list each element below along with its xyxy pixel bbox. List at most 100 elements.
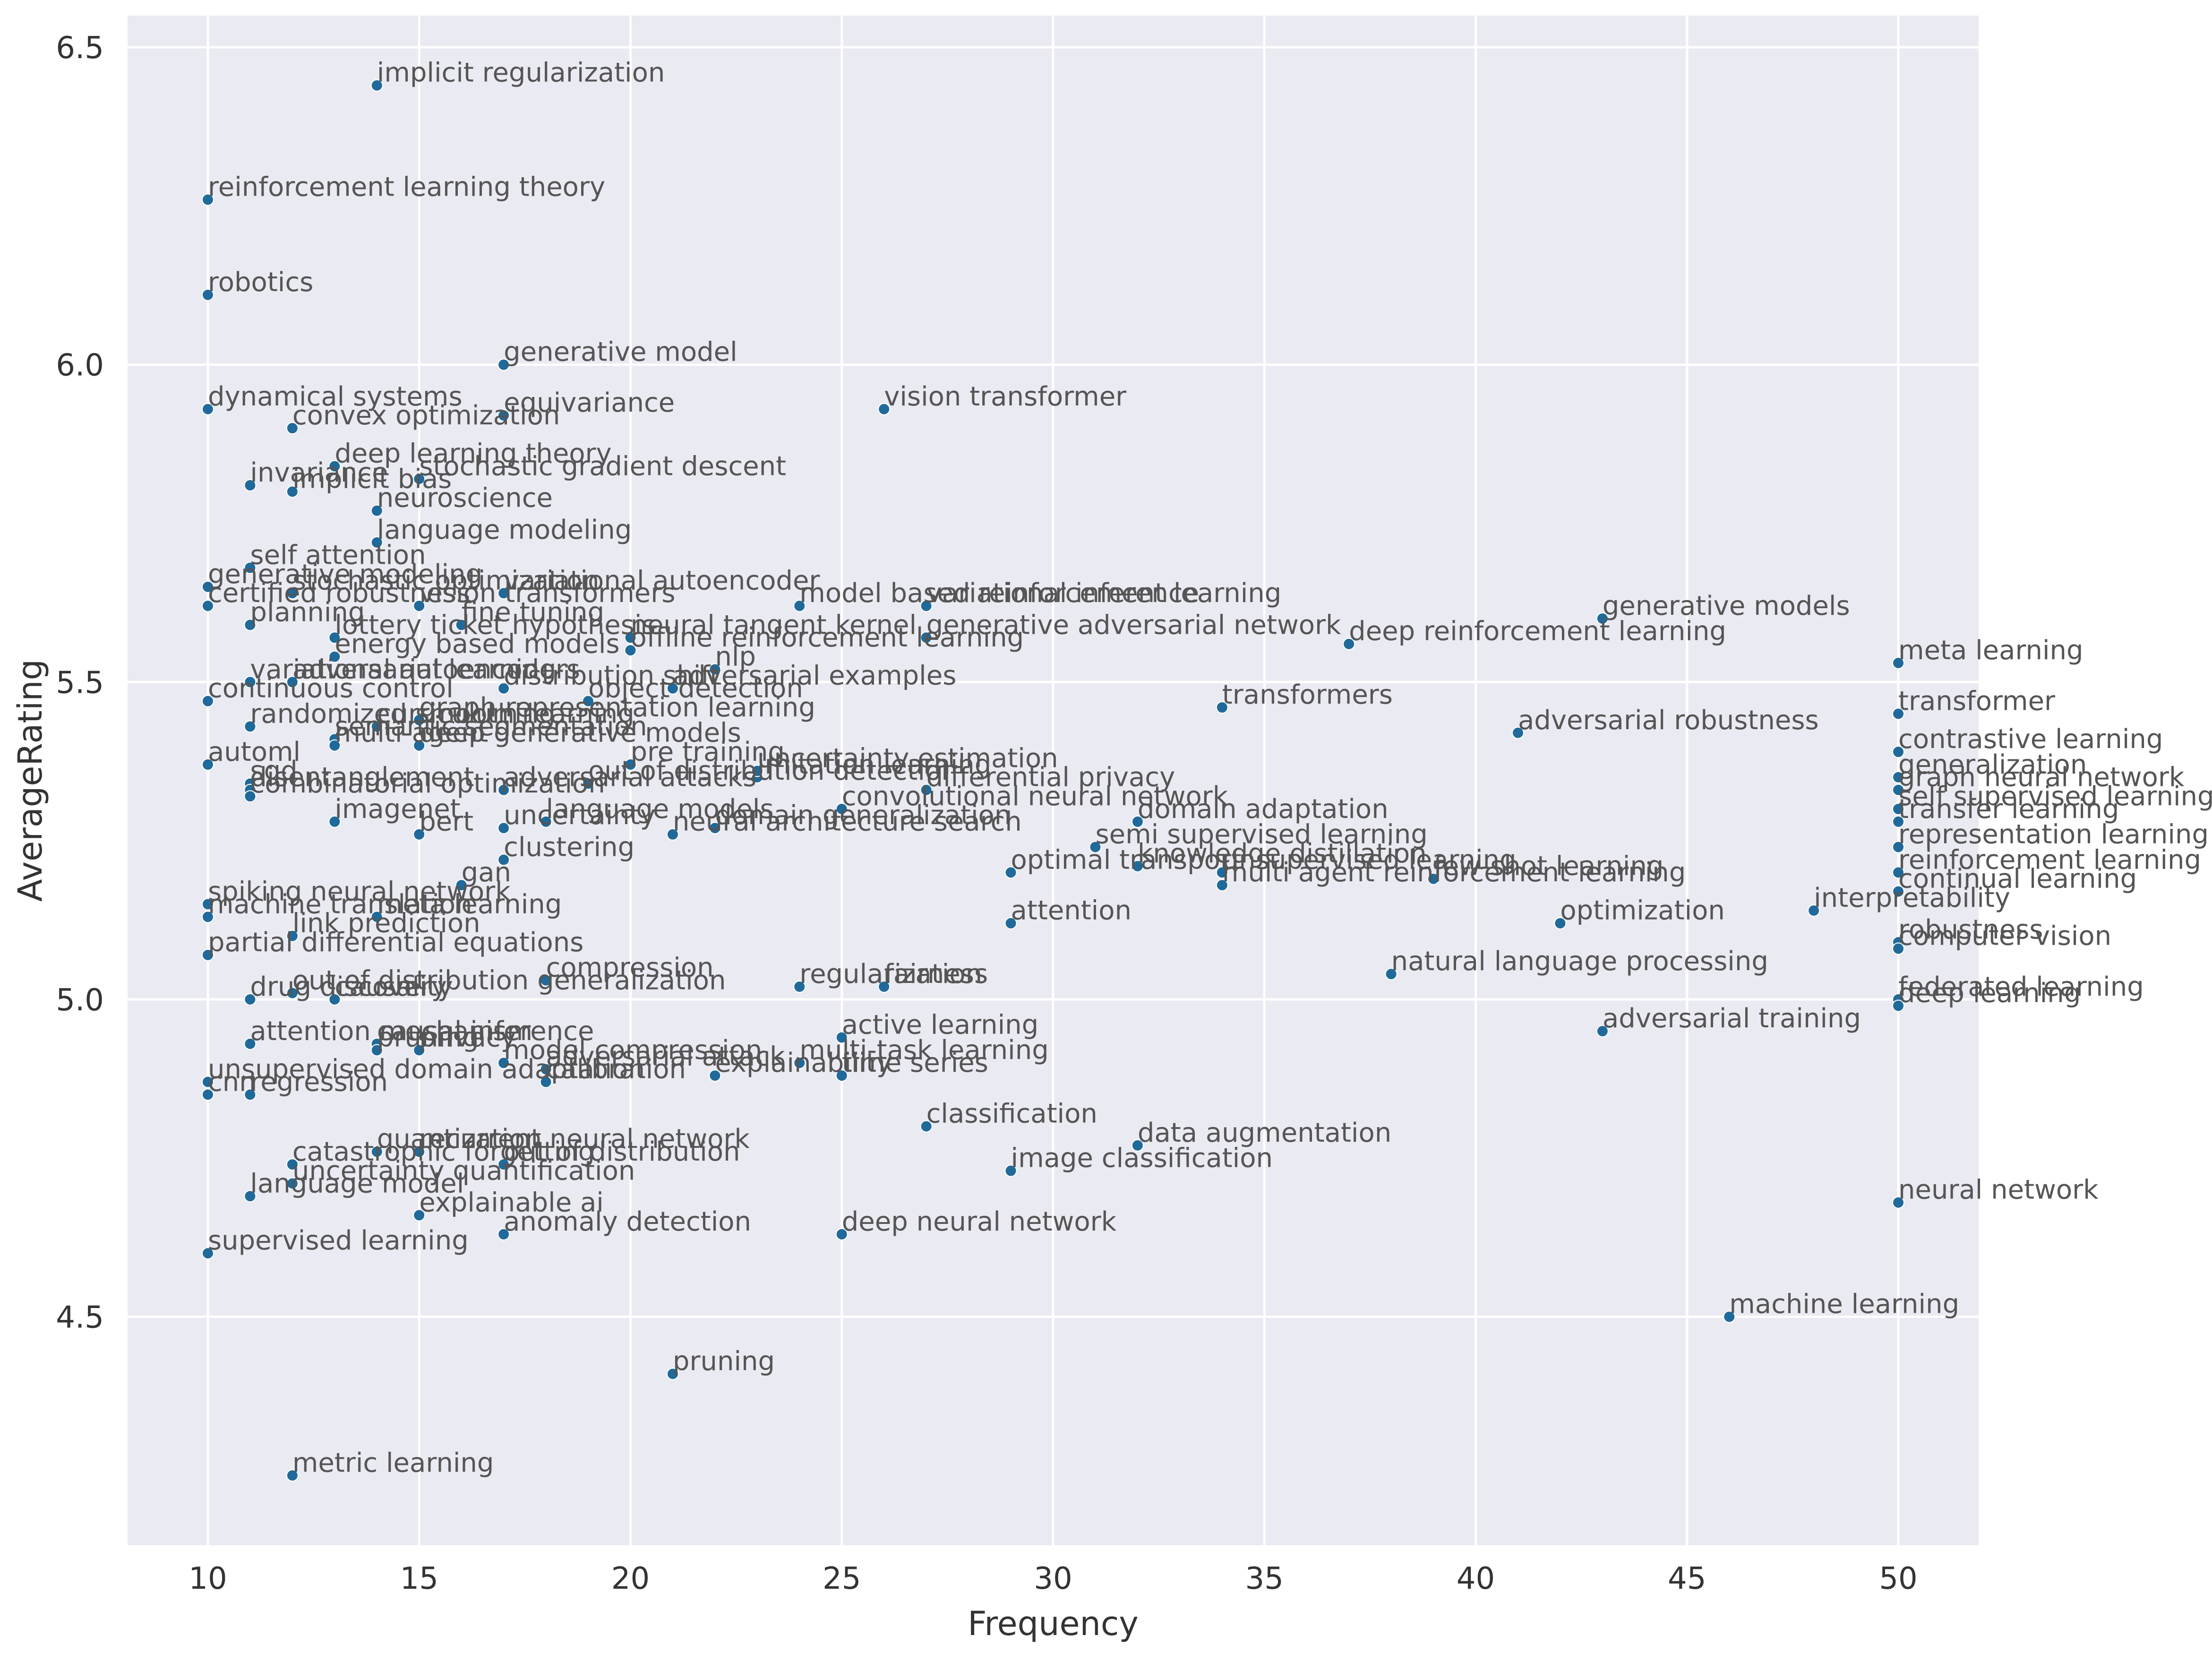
y-tick-label: 4.5 xyxy=(56,1300,104,1335)
point-label: stochastic optimization xyxy=(292,565,600,596)
data-point xyxy=(497,822,510,835)
data-point xyxy=(666,1368,679,1380)
point-label: regression xyxy=(250,1067,388,1097)
point-label: adversarial examples xyxy=(673,661,956,691)
data-point xyxy=(878,981,891,993)
point-label: neural network xyxy=(1898,1175,2099,1205)
point-label: pruning xyxy=(377,1022,479,1053)
point-label: equivariance xyxy=(504,387,675,418)
point-label: machine translation xyxy=(208,889,472,920)
data-point xyxy=(455,619,468,631)
data-point xyxy=(1892,1196,1905,1209)
point-label: compression xyxy=(546,953,714,983)
point-label: active learning xyxy=(842,1009,1038,1040)
data-point xyxy=(582,777,595,790)
data-point xyxy=(455,879,468,892)
point-label: few-shot learning xyxy=(1433,851,1663,882)
data-point xyxy=(201,1076,214,1088)
data-point xyxy=(497,783,510,796)
point-label: meta learning xyxy=(1898,635,2083,666)
point-label: contrastive learning xyxy=(1898,724,2163,755)
point-label: bert xyxy=(419,807,473,837)
data-point xyxy=(1427,872,1440,885)
data-point xyxy=(413,473,426,485)
point-label: time series xyxy=(842,1048,988,1078)
data-point xyxy=(793,600,806,612)
point-label: causality xyxy=(334,972,453,1002)
point-label: vision transformer xyxy=(884,381,1127,412)
point-label: implicit regularization xyxy=(377,58,665,88)
data-point xyxy=(624,758,637,771)
data-point xyxy=(328,650,341,663)
point-label: recurrent neural network xyxy=(419,1124,750,1154)
point-label: catastrophic forgetting xyxy=(292,1136,595,1167)
data-point xyxy=(286,987,299,999)
point-label: graph neural network xyxy=(1898,762,2185,793)
point-label: energy based models xyxy=(334,629,619,660)
data-point xyxy=(1216,701,1228,714)
point-label: optimization xyxy=(1560,895,1724,926)
point-label: quantization xyxy=(377,1124,542,1154)
x-tick-label: 25 xyxy=(823,1561,861,1596)
data-point xyxy=(1892,885,1905,898)
point-label: model based reinforcement learning xyxy=(799,578,1281,609)
point-label: transformers xyxy=(1222,680,1393,710)
point-label: out of distribution detection xyxy=(588,756,958,786)
point-label: adversarial attacks xyxy=(504,762,756,793)
data-point xyxy=(666,828,679,841)
data-point xyxy=(413,600,426,612)
point-label: gan xyxy=(462,857,511,888)
data-point xyxy=(413,828,426,841)
point-label: machine learning xyxy=(1729,1289,1959,1319)
point-label: variational autoencoder xyxy=(504,565,820,596)
data-point xyxy=(201,758,214,771)
point-label: classification xyxy=(926,1099,1097,1129)
data-point xyxy=(244,720,257,733)
data-point xyxy=(1723,1310,1736,1323)
data-point xyxy=(328,993,341,1006)
data-point xyxy=(370,504,383,517)
point-label: reinforcement learning theory xyxy=(208,172,605,203)
point-label: explainability xyxy=(715,1048,892,1078)
data-point xyxy=(244,993,257,1006)
point-label: attention mechanism xyxy=(250,1016,532,1047)
data-point xyxy=(1892,942,1905,955)
point-label: nlp xyxy=(715,641,756,672)
data-point xyxy=(370,536,383,549)
data-point xyxy=(920,631,933,644)
data-point xyxy=(920,783,933,796)
data-point xyxy=(244,561,257,574)
point-label: fairness xyxy=(884,959,988,990)
point-label: explainable ai xyxy=(419,1188,604,1218)
data-point xyxy=(497,1158,510,1171)
data-point xyxy=(201,580,214,593)
point-label: imitation learning xyxy=(757,749,991,780)
data-point xyxy=(1892,841,1905,853)
data-point xyxy=(835,1228,848,1240)
data-point xyxy=(1892,866,1905,879)
data-point xyxy=(413,739,426,752)
x-tick-label: 10 xyxy=(189,1561,227,1596)
data-point xyxy=(1892,657,1905,670)
y-tick-label: 6.0 xyxy=(56,348,104,383)
data-point xyxy=(497,587,510,600)
point-label: natural language processing xyxy=(1391,946,1768,977)
x-tick-label: 15 xyxy=(400,1561,438,1596)
data-point xyxy=(1004,1164,1017,1177)
data-point xyxy=(920,600,933,612)
tick-layer: 10 15 20 25 30 35 40 45 50 4.5 5.0 5.5 6.0 6.5 xyxy=(56,31,1918,1596)
point-label: robotics xyxy=(208,267,313,298)
data-point xyxy=(497,1057,510,1069)
data-point xyxy=(1596,612,1609,625)
data-point xyxy=(286,930,299,942)
data-point xyxy=(1216,879,1228,892)
point-label: sgd xyxy=(250,756,297,786)
data-point xyxy=(1892,783,1905,796)
y-tick-label: 6.5 xyxy=(56,31,104,66)
point-label: anomaly detection xyxy=(504,1206,751,1237)
point-label: multi-agent xyxy=(334,718,488,749)
data-point xyxy=(286,587,299,600)
point-label: reinforcement learning xyxy=(1898,844,2201,875)
data-point xyxy=(1131,1139,1144,1152)
